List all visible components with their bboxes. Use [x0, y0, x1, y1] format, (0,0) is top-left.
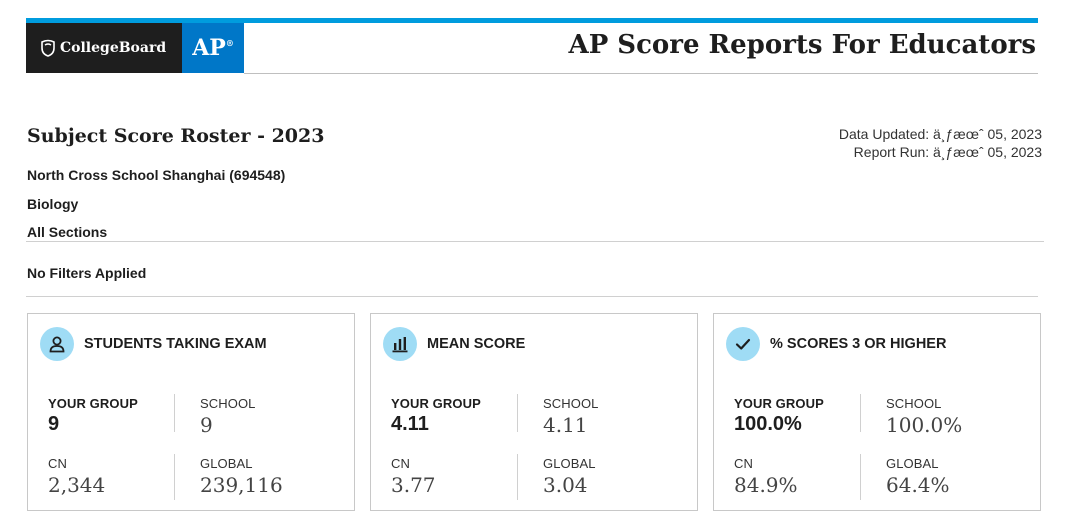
cn-label: CN: [48, 456, 67, 471]
column-divider: [517, 454, 518, 500]
scores-3-or-higher-card: % SCORES 3 OR HIGHER YOUR GROUP 100.0% S…: [713, 313, 1041, 511]
global-value: 239,116: [200, 473, 283, 497]
your-group-value: 9: [48, 413, 60, 435]
global-label: GLOBAL: [543, 456, 596, 471]
column-divider: [517, 394, 518, 432]
registered-mark: ®: [225, 38, 234, 48]
column-divider: [174, 454, 175, 500]
your-group-value: 100.0%: [734, 413, 802, 435]
card-title: MEAN SCORE: [427, 336, 526, 352]
your-group-label: YOUR GROUP: [48, 396, 138, 411]
cn-value: 84.9%: [734, 473, 798, 497]
report-meta: Data Updated: ä¸ƒæœˆ 05, 2023 Report Run…: [839, 125, 1042, 161]
ap-logo[interactable]: AP ®: [182, 23, 244, 73]
sections-label: All Sections: [27, 224, 108, 240]
column-divider: [860, 454, 861, 500]
your-group-label: YOUR GROUP: [734, 396, 824, 411]
header-divider: [244, 73, 1038, 74]
data-updated-text: Data Updated: ä¸ƒæœˆ 05, 2023: [838, 126, 1042, 142]
column-divider: [860, 394, 861, 432]
global-label: GLOBAL: [200, 456, 253, 471]
global-value: 3.04: [543, 473, 588, 497]
global-label: GLOBAL: [886, 456, 939, 471]
header-accent-bar: [26, 18, 1038, 23]
report-title: Subject Score Roster - 2023: [27, 125, 325, 147]
filters-divider: [26, 296, 1038, 297]
bar-chart-icon: [383, 327, 417, 361]
school-name: North Cross School Shanghai (694548): [27, 167, 286, 183]
school-label: SCHOOL: [886, 396, 942, 411]
cn-value: 3.77: [391, 473, 436, 497]
cn-label: CN: [391, 456, 410, 471]
subject-name: Biology: [27, 196, 79, 212]
brand-logos: CollegeBoard AP ®: [26, 23, 244, 73]
school-label: SCHOOL: [200, 396, 256, 411]
school-value: 100.0%: [886, 413, 963, 437]
students-taking-exam-card: STUDENTS TAKING EXAM YOUR GROUP 9 SCHOOL…: [27, 313, 355, 511]
college-board-logo[interactable]: CollegeBoard: [26, 23, 182, 73]
section-divider: [26, 241, 1044, 242]
school-value: 9: [200, 413, 213, 437]
global-value: 64.4%: [886, 473, 950, 497]
card-title: STUDENTS TAKING EXAM: [84, 336, 267, 352]
mean-score-card: MEAN SCORE YOUR GROUP 4.11 SCHOOL 4.11 C…: [370, 313, 698, 511]
person-icon: [40, 327, 74, 361]
college-board-wordmark: CollegeBoard: [60, 40, 167, 56]
card-title: % SCORES 3 OR HIGHER: [770, 336, 947, 352]
report-run-text: Report Run: ä¸ƒæœˆ 05, 2023: [853, 144, 1042, 160]
school-label: SCHOOL: [543, 396, 599, 411]
school-value: 4.11: [543, 413, 588, 437]
acorn-shield-icon: [41, 39, 55, 57]
cn-label: CN: [734, 456, 753, 471]
checkmark-icon: [726, 327, 760, 361]
ap-wordmark: AP: [192, 35, 226, 61]
cn-value: 2,344: [48, 473, 106, 497]
your-group-label: YOUR GROUP: [391, 396, 481, 411]
column-divider: [174, 394, 175, 432]
filters-label: No Filters Applied: [27, 265, 147, 281]
your-group-value: 4.11: [391, 413, 429, 435]
app-title: AP Score Reports For Educators: [568, 30, 1036, 60]
